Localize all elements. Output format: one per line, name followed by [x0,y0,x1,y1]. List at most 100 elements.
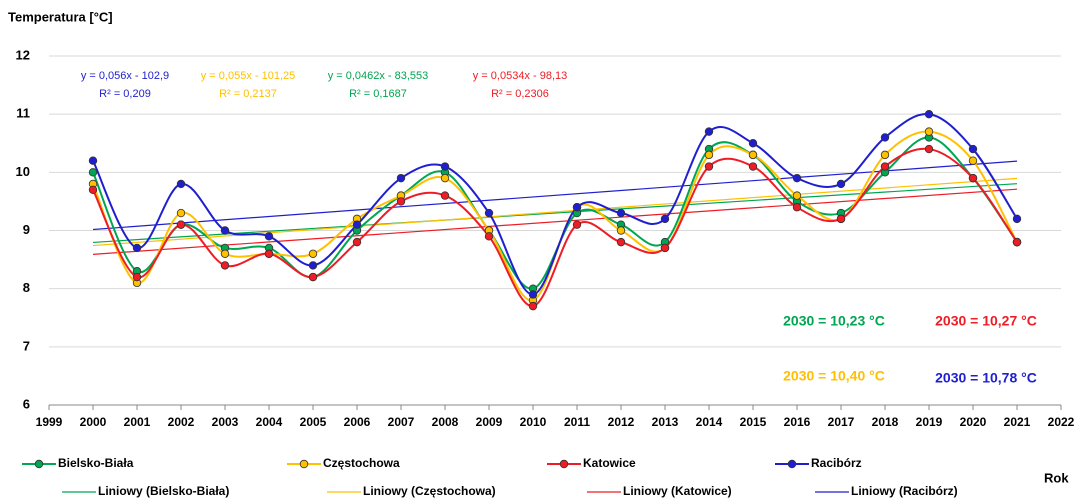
x-tick-label: 2019 [916,415,943,429]
y-tick-label: 10 [16,164,30,179]
x-axis-label: Rok [1044,470,1069,485]
x-tick-label: 2015 [740,415,767,429]
trend-equation: y = 0,0534x - 98,13 [473,70,567,82]
trend-equation: y = 0,055x - 101,25 [201,70,295,82]
x-tick-label: 2009 [476,415,503,429]
x-tick-label: 2003 [212,415,239,429]
data-point [176,220,186,229]
data-point [880,150,890,160]
data-point [660,243,670,253]
data-point [484,208,494,218]
x-tick-label: 2004 [256,415,283,429]
data-point [880,162,890,171]
trend-equation: R² = 0,2137 [219,88,277,100]
data-point [440,191,450,200]
y-tick-label: 7 [23,338,30,353]
data-point [528,290,538,299]
data-point [616,226,626,235]
data-point [88,168,98,177]
trend-equation: R² = 0,2306 [491,88,549,100]
y-tick-label: 12 [16,47,30,62]
series-line [92,130,1018,302]
x-tick-label: 2022 [1048,415,1075,429]
data-point [836,214,846,224]
trend-equation: R² = 0,209 [99,88,151,100]
x-tick-label: 2008 [432,415,459,429]
legend-marker [299,459,309,469]
legend-marker [787,459,797,469]
x-tick-label: 2006 [344,415,371,429]
data-point [880,133,890,142]
x-tick-label: 2014 [696,415,723,429]
trend-line [92,188,1018,255]
data-point [440,162,450,171]
y-axis-label: Temperatura [°C] [8,9,113,24]
series-line [92,113,1018,296]
data-point [704,162,714,171]
data-point [968,156,978,165]
data-point [308,261,318,270]
data-point [704,150,714,160]
data-point [792,191,802,200]
data-point [528,301,538,311]
data-point [572,203,582,212]
data-point [352,237,362,247]
legend-label: Katowice [583,456,636,470]
x-tick-label: 1999 [36,415,63,429]
data-point [440,173,450,183]
x-tick-label: 2013 [652,415,679,429]
data-point [220,261,230,270]
data-point [924,127,934,136]
forecast-label: 2030 = 10,27 °C [935,313,1037,329]
trend-line [92,160,1018,231]
data-point [792,203,802,212]
y-tick-label: 11 [16,106,30,121]
trend-equation: y = 0,0462x - 83,553 [328,70,429,82]
data-point [748,139,758,148]
data-point [132,243,142,253]
data-point [968,173,978,183]
data-point [616,208,626,218]
data-point [968,144,978,154]
data-point [396,197,406,206]
legend-trend-label: Liniowy (Częstochowa) [363,484,496,498]
x-tick-label: 2021 [1004,415,1031,429]
legend-trend-label: Liniowy (Bielsko-Biała) [98,484,229,498]
legend-marker [34,459,44,469]
data-point [308,272,318,282]
legend-label: Częstochowa [323,456,400,470]
x-tick-label: 2005 [300,415,327,429]
data-point [264,249,274,258]
data-point [308,249,318,258]
x-tick-label: 2017 [828,415,855,429]
data-point [220,249,230,258]
y-tick-label: 8 [23,280,30,295]
y-tick-label: 9 [23,222,30,237]
data-point [748,162,758,171]
data-point [748,150,758,160]
data-point [176,208,186,218]
data-point [792,173,802,183]
data-point [88,185,98,194]
legend-label: Bielsko-Biała [58,456,134,470]
legend-marker [559,459,569,469]
data-point [396,173,406,183]
data-point [220,226,230,235]
data-point [924,144,934,154]
x-tick-label: 2011 [564,415,590,429]
x-tick-label: 2000 [80,415,107,429]
data-point [572,220,582,229]
forecast-label: 2030 = 10,78 °C [935,370,1037,386]
data-point [924,109,934,119]
data-point [1012,214,1022,224]
x-tick-label: 2020 [960,415,987,429]
data-point [660,214,670,224]
data-point [1012,237,1022,247]
x-tick-label: 2012 [608,415,635,429]
x-tick-label: 2010 [520,415,547,429]
y-tick-label: 6 [23,396,30,411]
data-point [132,272,142,282]
x-tick-label: 2007 [388,415,415,429]
legend-trend-label: Liniowy (Racibórz) [851,484,958,498]
